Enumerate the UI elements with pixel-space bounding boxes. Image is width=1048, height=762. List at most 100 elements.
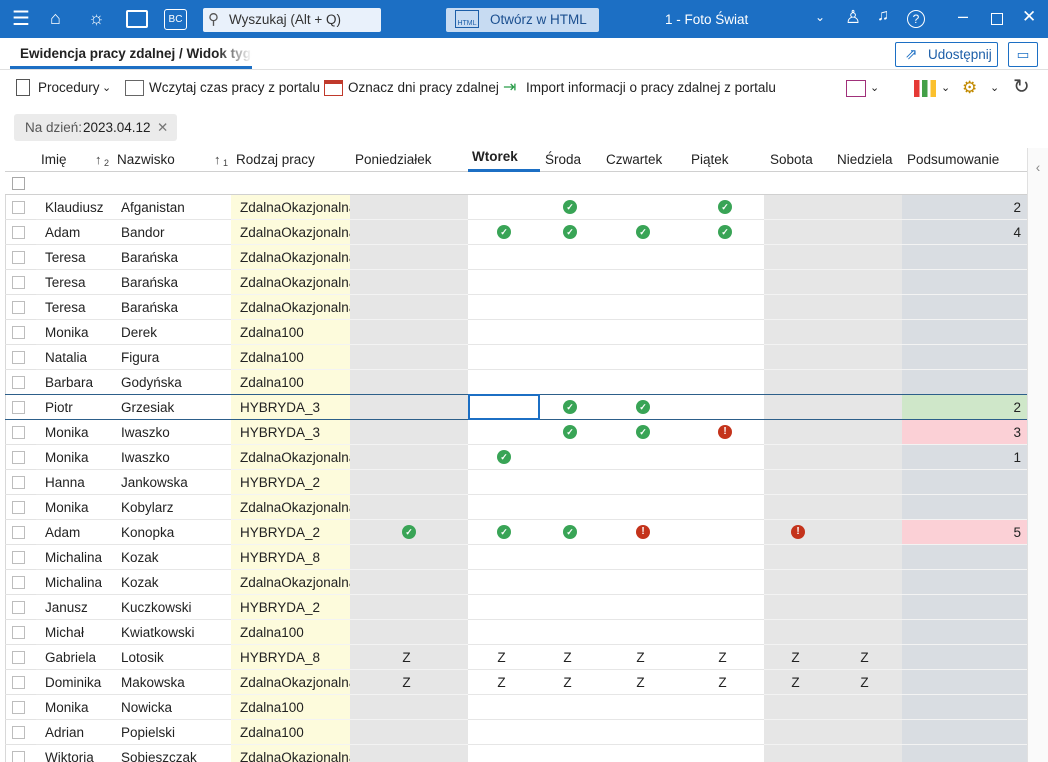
table-cell[interactable] (540, 570, 600, 595)
table-cell[interactable] (686, 495, 764, 520)
row-checkbox[interactable] (12, 701, 25, 714)
table-cell[interactable] (468, 595, 540, 620)
table-cell[interactable] (468, 570, 540, 595)
table-cell[interactable] (540, 470, 600, 495)
row-checkbox[interactable] (12, 476, 25, 489)
chart-dropdown[interactable]: ⌄ (941, 82, 951, 94)
table-cell[interactable]: HYBRYDA_3 (231, 420, 350, 445)
table-cell[interactable] (600, 620, 686, 645)
company-name[interactable]: 1 - Foto Świat (665, 12, 749, 27)
table-cell[interactable] (902, 245, 1027, 270)
table-cell[interactable] (902, 345, 1027, 370)
table-cell[interactable]: Z (350, 645, 468, 670)
load-button[interactable]: Wczytaj czas pracy z portalu (149, 80, 321, 95)
table-cell[interactable] (350, 420, 468, 445)
table-cell[interactable]: Zdalna100 (231, 695, 350, 720)
table-cell[interactable] (600, 345, 686, 370)
table-cell[interactable] (468, 370, 540, 395)
table-cell[interactable] (600, 595, 686, 620)
table-cell[interactable] (832, 545, 902, 570)
table-cell[interactable]: Kobylarz (112, 495, 231, 520)
table-cell[interactable]: HYBRYDA_2 (231, 520, 350, 545)
table-cell[interactable] (764, 470, 832, 495)
table-cell[interactable] (764, 745, 832, 762)
table-cell[interactable] (832, 595, 902, 620)
table-cell[interactable] (540, 720, 600, 745)
table-cell[interactable] (600, 695, 686, 720)
table-cell[interactable] (902, 570, 1027, 595)
table-cell[interactable] (468, 195, 540, 220)
table-cell[interactable]: Monika (36, 320, 112, 345)
table-cell[interactable] (350, 545, 468, 570)
table-cell[interactable]: Z (600, 670, 686, 695)
table-cell[interactable]: Adam (36, 520, 112, 545)
table-cell[interactable] (686, 245, 764, 270)
table-cell[interactable]: Jankowska (112, 470, 231, 495)
table-cell[interactable]: Z (764, 670, 832, 695)
table-cell[interactable] (350, 495, 468, 520)
column-header[interactable]: Rodzaj pracy (236, 152, 315, 167)
mark-button[interactable]: Oznacz dni pracy zdalnej (348, 80, 499, 95)
date-filter-chip[interactable] (14, 114, 177, 141)
close-button[interactable]: ✕ (1022, 7, 1037, 26)
table-cell[interactable] (350, 745, 468, 762)
table-cell[interactable] (600, 370, 686, 395)
table-cell[interactable] (468, 720, 540, 745)
table-cell[interactable] (832, 195, 902, 220)
table-cell[interactable] (686, 445, 764, 470)
table-cell[interactable]: Z (468, 645, 540, 670)
table-cell[interactable] (764, 270, 832, 295)
table-cell[interactable]: Kozak (112, 570, 231, 595)
table-cell[interactable]: Bandor (112, 220, 231, 245)
column-header[interactable]: Sobota (770, 152, 813, 167)
table-cell[interactable]: ZdalnaOkazjonalna (231, 220, 350, 245)
table-cell[interactable]: Sobieszczak (112, 745, 231, 762)
table-cell[interactable] (540, 745, 600, 762)
table-cell[interactable]: Monika (36, 420, 112, 445)
table-cell[interactable]: Teresa (36, 270, 112, 295)
table-cell[interactable] (540, 695, 600, 720)
table-cell[interactable] (902, 545, 1027, 570)
table-cell[interactable] (686, 320, 764, 345)
table-cell[interactable]: Barańska (112, 245, 231, 270)
table-cell[interactable] (468, 420, 540, 445)
table-cell[interactable]: HYBRYDA_2 (231, 595, 350, 620)
table-cell[interactable] (764, 420, 832, 445)
table-cell[interactable]: Z (468, 670, 540, 695)
table-cell[interactable]: Janusz (36, 595, 112, 620)
table-cell[interactable] (600, 320, 686, 345)
table-cell[interactable]: Konopka (112, 520, 231, 545)
table-cell[interactable] (600, 220, 686, 245)
table-cell[interactable]: ZdalnaOkazjonalna (231, 445, 350, 470)
tab-title[interactable]: Ewidencja pracy zdalnej / Widok tygodnio… (20, 46, 252, 61)
table-cell[interactable] (832, 270, 902, 295)
table-cell[interactable]: Iwaszko (112, 445, 231, 470)
table-cell[interactable]: HYBRYDA_8 (231, 545, 350, 570)
table-cell[interactable]: Z (600, 645, 686, 670)
table-cell[interactable] (600, 270, 686, 295)
table-cell[interactable] (468, 695, 540, 720)
table-cell[interactable]: Michał (36, 620, 112, 645)
table-cell[interactable] (350, 720, 468, 745)
column-header[interactable]: Imię (41, 152, 67, 167)
table-cell[interactable]: Zdalna100 (231, 320, 350, 345)
table-cell[interactable] (686, 570, 764, 595)
table-cell[interactable] (686, 745, 764, 762)
table-cell[interactable] (540, 445, 600, 470)
table-cell[interactable] (686, 270, 764, 295)
table-cell[interactable] (540, 520, 600, 545)
table-cell[interactable]: Monika (36, 445, 112, 470)
table-cell[interactable]: HYBRYDA_2 (231, 470, 350, 495)
table-cell[interactable] (600, 445, 686, 470)
menu-button[interactable]: ☰ (12, 8, 30, 30)
table-cell[interactable]: Adam (36, 220, 112, 245)
table-cell[interactable] (600, 195, 686, 220)
table-cell[interactable]: Zdalna100 (231, 720, 350, 745)
table-cell[interactable]: 2 (902, 195, 1027, 220)
table-cell[interactable] (832, 295, 902, 320)
table-cell[interactable] (832, 620, 902, 645)
table-cell[interactable] (764, 445, 832, 470)
table-cell[interactable] (832, 695, 902, 720)
user-button[interactable]: ♙ (845, 7, 862, 27)
table-cell[interactable]: Kozak (112, 545, 231, 570)
